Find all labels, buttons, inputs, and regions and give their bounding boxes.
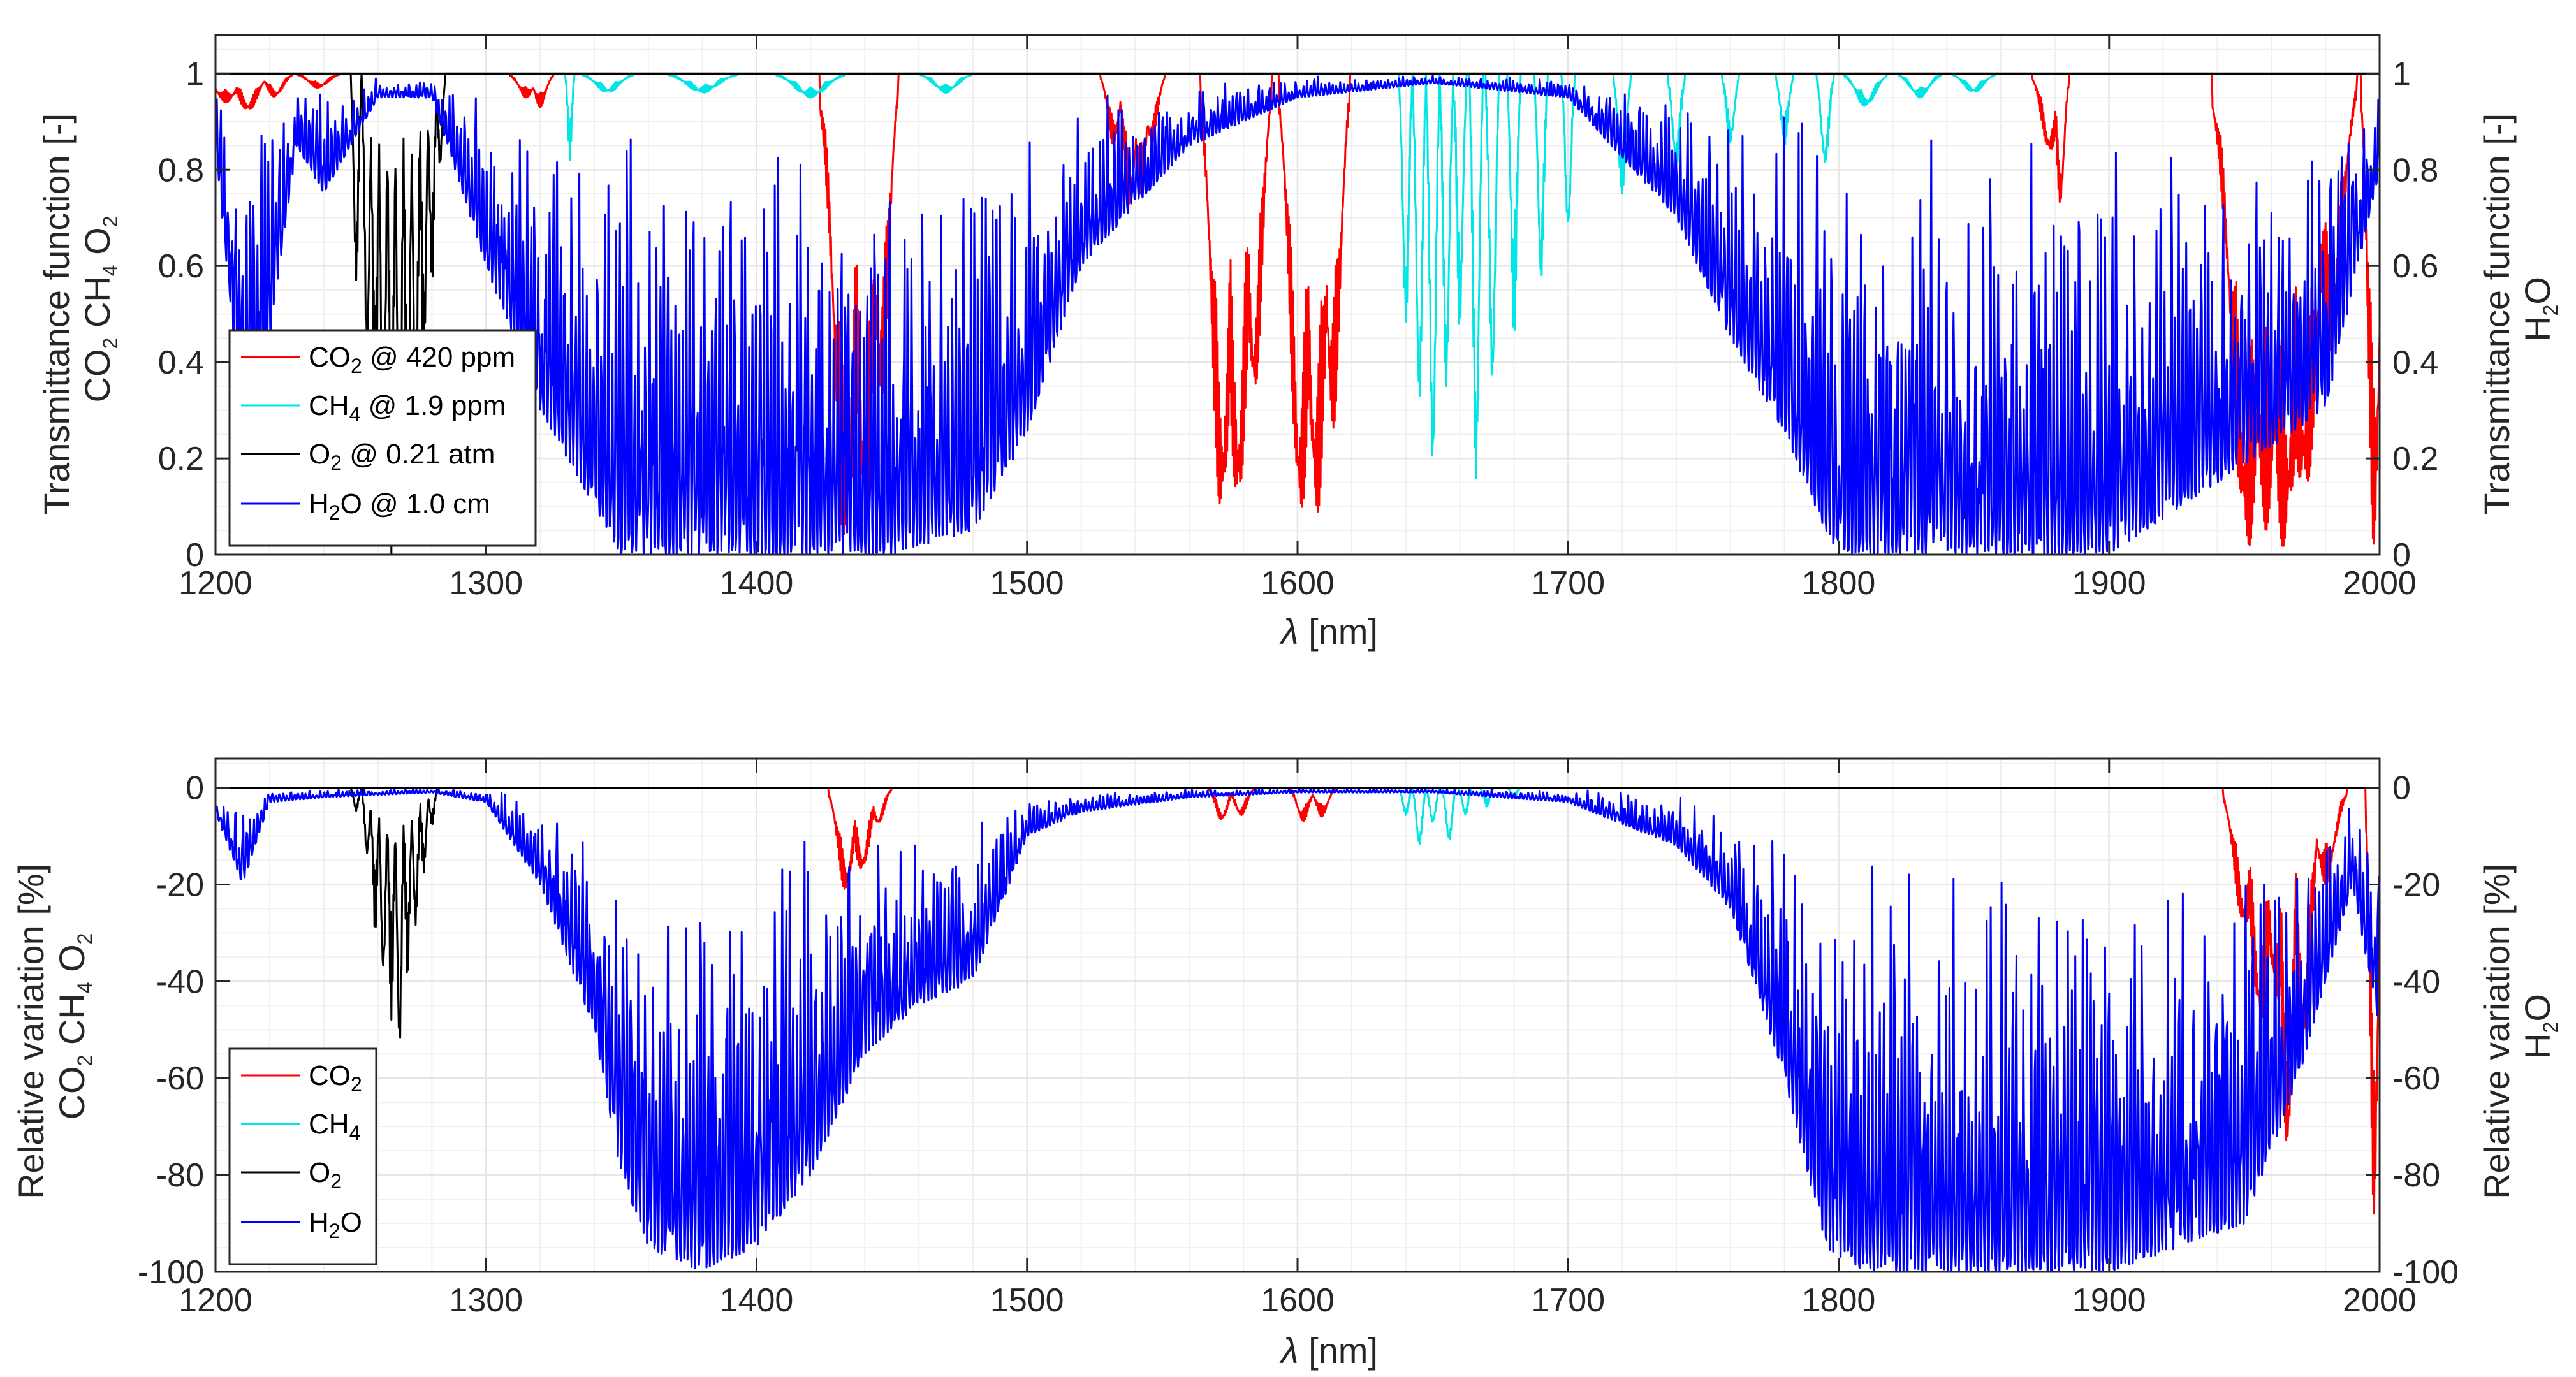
y-tick-label-right: 0.4 <box>2392 344 2438 381</box>
legend-entry-ch4: CH4 <box>241 1109 360 1144</box>
relative-variation-y-label-right: Relative variation [%] H2O <box>2477 854 2562 1199</box>
legend-entry-ch4: CH4 @ 1.9 ppm <box>241 390 506 426</box>
transmittance-y-label-left: Transmittance function [-] CO2 CH4 O2 <box>36 103 122 514</box>
x-tick-label: 1700 <box>1531 565 1605 602</box>
y-tick-label-right: -40 <box>2392 963 2440 1000</box>
x-tick-label: 1400 <box>720 565 794 602</box>
y-tick-label-right: -100 <box>2392 1254 2459 1291</box>
legend-label-ch4: CH4 @ 1.9 ppm <box>309 390 506 426</box>
y-tick-label-left: 0.2 <box>158 441 204 477</box>
y-tick-label-left: 0.8 <box>158 152 204 189</box>
y-tick-label-left: 0 <box>186 537 204 574</box>
x-tick-label: 1500 <box>990 565 1064 602</box>
y-tick-label-right: 0.8 <box>2392 152 2438 189</box>
legend-box <box>228 329 537 547</box>
y-tick-label-right: -80 <box>2392 1157 2440 1194</box>
legend-label-co2: CO2 @ 420 ppm <box>309 342 515 377</box>
y-tick-label-right: 0 <box>2392 770 2411 807</box>
relative-variation-y-label-left: Relative variation [%] CO2 CH4 O2 <box>11 854 96 1199</box>
transmittance-legend: CO2 @ 420 ppm CH4 @ 1.9 ppm O2 @ 0.21 at… <box>228 329 537 547</box>
relative-variation-series <box>214 787 2381 1273</box>
legend-label-co2: CO2 <box>309 1060 362 1096</box>
x-tick-label: 1200 <box>179 1282 252 1319</box>
transmittance-series <box>214 72 2381 556</box>
y-tick-label-right: -20 <box>2392 866 2440 903</box>
y-tick-label-left: 1 <box>186 55 204 92</box>
transmittance-y-ticks-left: 0 0.2 0.4 0.6 0.8 1 <box>158 55 230 574</box>
x-tick-label: 1800 <box>1802 565 1876 602</box>
legend-entry-co2: CO2 @ 420 ppm <box>241 342 515 377</box>
legend-label-ch4: CH4 <box>309 1109 360 1144</box>
legend-entry-co2: CO2 <box>241 1060 362 1096</box>
x-tick-label: 2000 <box>2343 1282 2417 1319</box>
series-line-h2o <box>214 787 2381 1273</box>
legend-label-h2o: H2O <box>309 1207 362 1242</box>
x-tick-label: 1300 <box>449 565 523 602</box>
transmittance-x-label: λ [nm] <box>1279 611 1378 652</box>
y-tick-label-right: 0 <box>2392 537 2411 574</box>
legend-label-o2: O2 @ 0.21 atm <box>309 439 495 474</box>
x-tick-label: 1700 <box>1531 1282 1605 1319</box>
legend-entry-o2: O2 @ 0.21 atm <box>241 439 495 474</box>
x-tick-label: 1400 <box>720 1282 794 1319</box>
transmittance-x-ticks: 1200 1300 1400 1500 1600 1700 1800 1900 2000 <box>179 35 2417 602</box>
relative-variation-species-left: CO2 CH4 O2 <box>52 933 96 1120</box>
y-tick-label-left: -100 <box>138 1254 204 1291</box>
series-line-h2o <box>214 74 2381 556</box>
x-tick-label: 2000 <box>2343 565 2417 602</box>
legend-entry-o2: O2 <box>241 1157 342 1193</box>
y-tick-label-left: 0 <box>186 770 204 807</box>
x-tick-label: 1300 <box>449 1282 523 1319</box>
y-tick-label-left: -80 <box>156 1157 204 1194</box>
relative-variation-x-ticks: 1200 1300 1400 1500 1600 1700 1800 1900 2000 <box>179 759 2417 1319</box>
y-tick-label-left: 0.4 <box>158 344 204 381</box>
y-tick-label-left: 0.6 <box>158 248 204 285</box>
relative-variation-y-ticks-right: -100 -80 -60 -40 -20 0 <box>2366 770 2459 1291</box>
transmittance-panel: 1200 1300 1400 1500 1600 1700 1800 1900 2000 0 0.… <box>36 34 2562 652</box>
y-tick-label-left: -20 <box>156 866 204 903</box>
x-tick-label: 1600 <box>1261 565 1335 602</box>
relative-variation-x-label: λ [nm] <box>1279 1330 1378 1371</box>
y-tick-label-right: 0.2 <box>2392 441 2438 477</box>
y-tick-label-right: -60 <box>2392 1060 2440 1097</box>
x-tick-label: 1900 <box>2072 1282 2146 1319</box>
relative-variation-legend: CO2 CH4 O2 H2O <box>228 1047 377 1265</box>
legend-entry-h2o: H2O <box>241 1207 362 1242</box>
legend-label-o2: O2 <box>309 1157 342 1193</box>
x-tick-label: 1900 <box>2072 565 2146 602</box>
x-tick-label: 1200 <box>179 565 252 602</box>
legend-entry-h2o: H2O @ 1.0 cm <box>241 488 490 524</box>
y-tick-label-right: 0.6 <box>2392 248 2438 285</box>
relative-variation-panel: 1200 1300 1400 1500 1600 1700 1800 1900 2000 -10… <box>11 757 2562 1371</box>
legend-label-h2o: H2O @ 1.0 cm <box>309 488 490 524</box>
x-tick-label: 1500 <box>990 1282 1064 1319</box>
y-tick-label-left: -60 <box>156 1060 204 1097</box>
transmittance-y-ticks-right: 0 0.2 0.4 0.6 0.8 1 <box>2366 55 2438 574</box>
relative-variation-species-right: H2O <box>2517 994 2562 1059</box>
relative-variation-y-ticks-left: -100 -80 -60 -40 -20 0 <box>138 770 230 1291</box>
legend-box <box>228 1047 377 1265</box>
x-tick-label: 1800 <box>1802 1282 1876 1319</box>
x-tick-label: 1600 <box>1261 1282 1335 1319</box>
transmittance-species-right: H2O <box>2517 277 2562 342</box>
transmittance-species-left: CO2 CH4 O2 <box>77 216 122 403</box>
y-tick-label-left: -40 <box>156 963 204 1000</box>
y-tick-label-right: 1 <box>2392 55 2411 92</box>
transmittance-y-label-right: Transmittance function [-] H2O <box>2477 103 2562 514</box>
